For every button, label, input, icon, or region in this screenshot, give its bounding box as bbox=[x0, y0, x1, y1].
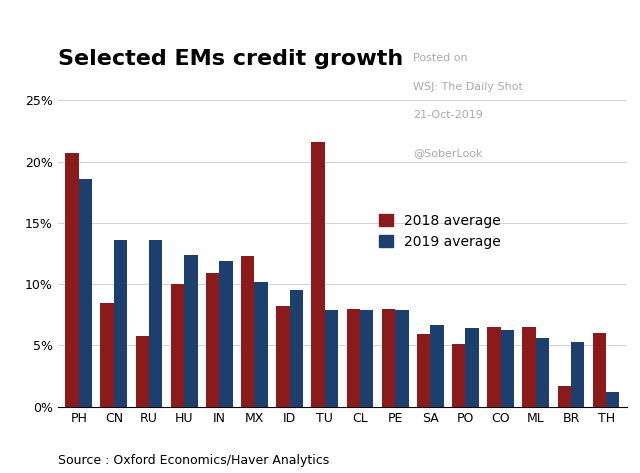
Bar bbox=[500, 330, 514, 407]
Bar bbox=[487, 327, 500, 407]
Bar bbox=[452, 344, 465, 407]
Bar bbox=[276, 306, 290, 407]
Legend: 2018 average, 2019 average: 2018 average, 2019 average bbox=[374, 209, 506, 254]
Bar bbox=[606, 392, 620, 407]
Bar bbox=[206, 273, 220, 407]
Bar bbox=[255, 282, 268, 407]
Bar bbox=[241, 256, 255, 407]
Bar bbox=[522, 327, 536, 407]
Bar bbox=[465, 328, 479, 407]
Text: Source : Oxford Economics/Haver Analytics: Source : Oxford Economics/Haver Analytic… bbox=[58, 454, 329, 466]
Bar bbox=[136, 336, 149, 407]
Text: Selected EMs credit growth: Selected EMs credit growth bbox=[58, 49, 403, 69]
Bar bbox=[395, 310, 408, 407]
Bar bbox=[312, 142, 325, 407]
Bar bbox=[65, 153, 79, 407]
Bar bbox=[593, 333, 606, 407]
Bar bbox=[347, 309, 360, 407]
Text: @SoberLook: @SoberLook bbox=[413, 148, 483, 158]
Bar bbox=[382, 309, 395, 407]
Bar bbox=[417, 334, 430, 407]
Text: WSJ: The Daily Shot: WSJ: The Daily Shot bbox=[413, 82, 523, 92]
Bar bbox=[171, 284, 184, 407]
Bar bbox=[430, 324, 444, 407]
Bar bbox=[536, 338, 549, 407]
Bar bbox=[220, 261, 233, 407]
Bar bbox=[571, 342, 584, 407]
Bar bbox=[325, 310, 338, 407]
Bar bbox=[290, 290, 303, 407]
Text: 21-Oct-2019: 21-Oct-2019 bbox=[413, 110, 483, 120]
Bar bbox=[100, 303, 114, 407]
Bar bbox=[360, 310, 373, 407]
Bar bbox=[184, 255, 198, 407]
Bar bbox=[557, 386, 571, 407]
Bar bbox=[79, 179, 92, 407]
Bar bbox=[149, 240, 163, 407]
Text: Posted on: Posted on bbox=[413, 53, 467, 63]
Bar bbox=[114, 240, 127, 407]
